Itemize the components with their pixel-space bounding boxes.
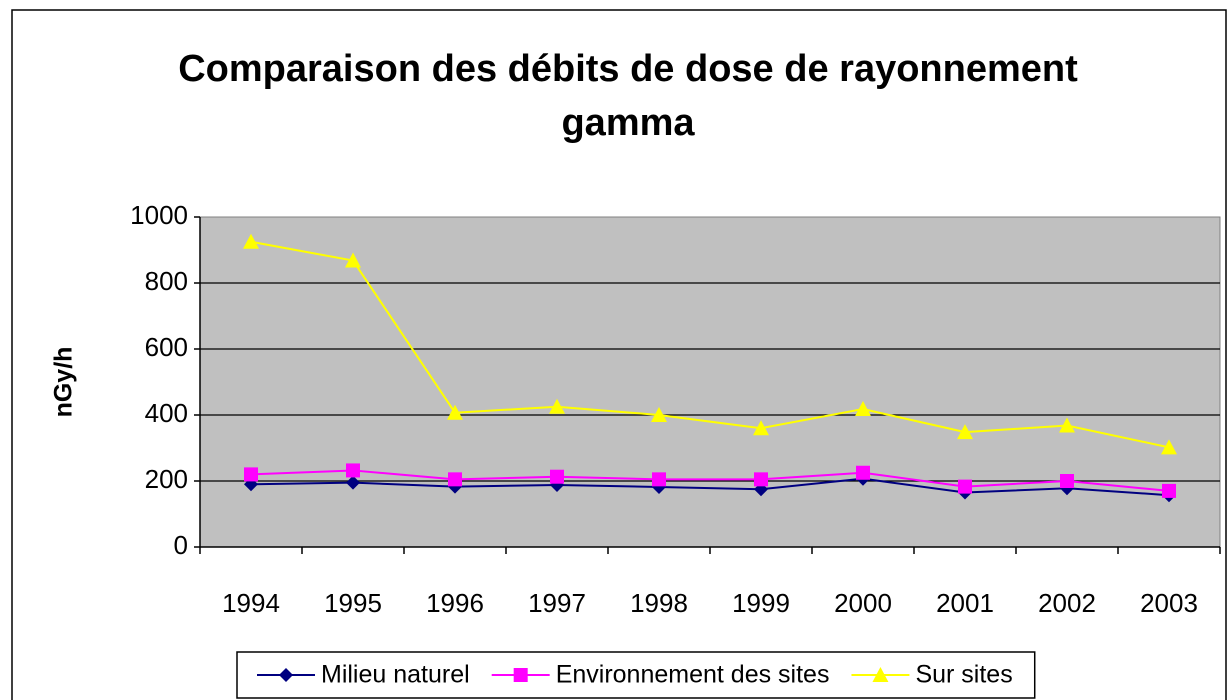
- y-tick-label: 0: [174, 530, 188, 560]
- x-tick-label: 1994: [222, 588, 280, 618]
- y-tick-label: 200: [145, 464, 188, 494]
- marker: [244, 467, 258, 482]
- marker: [550, 469, 564, 484]
- y-tick-label: 600: [145, 332, 188, 362]
- marker: [345, 252, 361, 268]
- marker: [957, 424, 973, 440]
- x-tick-label: 2001: [936, 588, 994, 618]
- x-tick-label: 1999: [732, 588, 790, 618]
- y-tick-label: 1000: [130, 200, 188, 230]
- marker: [958, 479, 972, 494]
- chart-title: Comparaison des débits de dose de rayonn…: [178, 48, 1078, 144]
- marker: [447, 404, 463, 420]
- x-tick-label: 2000: [834, 588, 892, 618]
- marker: [513, 668, 528, 682]
- x-tick-label: 1997: [528, 588, 586, 618]
- marker: [448, 472, 462, 487]
- y-tick-label: 800: [145, 266, 188, 296]
- x-tick-label: 2003: [1140, 588, 1198, 618]
- x-tick-label: 2002: [1038, 588, 1096, 618]
- marker: [754, 472, 768, 487]
- y-tick-label: 400: [145, 398, 188, 428]
- y-axis-label: nGy/h: [50, 347, 78, 418]
- marker: [1059, 417, 1075, 433]
- marker: [856, 465, 870, 480]
- marker: [1162, 483, 1176, 498]
- legend-label: Sur sites: [915, 661, 1012, 689]
- series-line: [250, 469, 1170, 492]
- marker: [243, 233, 259, 249]
- marker: [652, 472, 666, 487]
- marker: [279, 668, 293, 682]
- marker: [1060, 474, 1074, 488]
- marker: [855, 401, 871, 417]
- marker: [549, 398, 565, 414]
- marker: [346, 475, 360, 490]
- series-line: [250, 240, 1170, 449]
- marker: [753, 420, 769, 436]
- x-tick-label: 1996: [426, 588, 484, 618]
- series-line: [250, 477, 1170, 497]
- marker: [346, 463, 360, 478]
- legend-label: Environnement des sites: [556, 661, 830, 689]
- marker: [872, 667, 889, 682]
- plot-area: [199, 216, 1221, 548]
- x-tick-label: 1998: [630, 588, 688, 618]
- x-tick-label: 1995: [324, 588, 382, 618]
- marker: [1161, 439, 1177, 455]
- legend-label: Milieu naturel: [321, 661, 470, 689]
- marker: [651, 407, 667, 422]
